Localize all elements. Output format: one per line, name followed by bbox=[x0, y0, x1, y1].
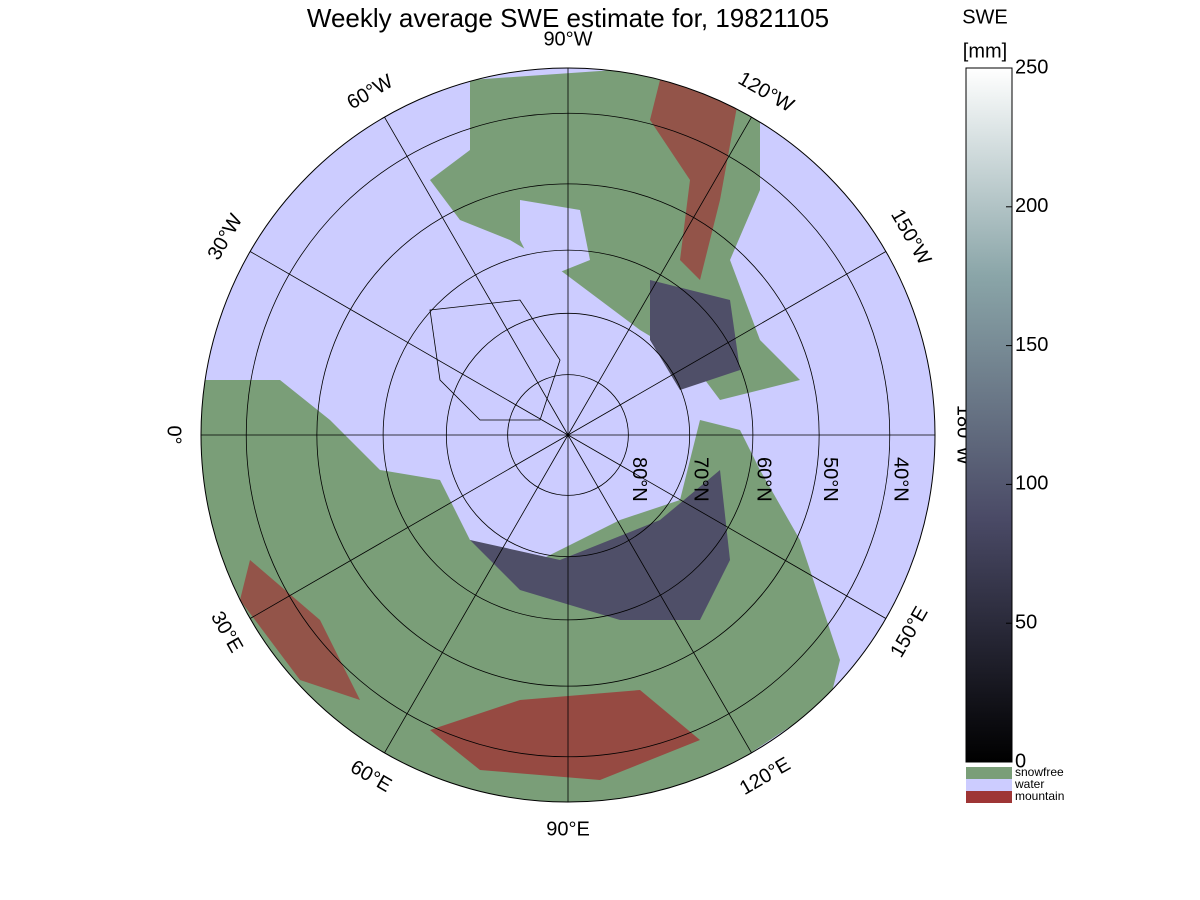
mountain-area bbox=[430, 690, 700, 780]
meridian bbox=[567, 434, 887, 619]
colorbar-tick-label: 50 bbox=[1015, 611, 1037, 633]
longitude-label: 90°W bbox=[543, 28, 592, 50]
longitude-label: 150°E bbox=[886, 603, 932, 661]
latitude-label: 40°N bbox=[889, 457, 911, 502]
longitude-label: 120°E bbox=[736, 753, 794, 799]
legend-label: mountain bbox=[1015, 789, 1064, 803]
snow-cover bbox=[650, 280, 740, 390]
colorbar-tick-label: 200 bbox=[1015, 195, 1048, 217]
colorbar-tick-label: 100 bbox=[1015, 473, 1048, 495]
meridian bbox=[249, 251, 569, 436]
longitude-label: 120°W bbox=[734, 68, 797, 117]
latitude-label: 80°N bbox=[628, 457, 650, 502]
colorbar-tick-label: 250 bbox=[1015, 56, 1048, 78]
map-border bbox=[200, 67, 936, 803]
longitude-label: 90°E bbox=[546, 818, 590, 840]
mountain-area bbox=[650, 80, 740, 280]
longitude-label: 0° bbox=[163, 425, 185, 444]
colorbar-tick-label: 0 bbox=[1015, 750, 1026, 772]
legend-swatch bbox=[966, 779, 1012, 791]
latitude-label: 50°N bbox=[819, 457, 841, 502]
longitude-label: 30°W bbox=[203, 210, 247, 264]
map: 80°N 70°N 60°N 50°N 40°N90°W120°W150°W180°W1… bbox=[163, 28, 975, 840]
meridian bbox=[567, 434, 752, 754]
colorbar-axis: 0 50 100 150 200 250 bbox=[1006, 56, 1048, 772]
eurasia bbox=[201, 380, 840, 802]
latitude-label: 70°N bbox=[689, 457, 711, 502]
latitude-label: 60°N bbox=[753, 457, 775, 502]
map-title: Weekly average SWE estimate for, 1982110… bbox=[307, 3, 829, 33]
longitude-label: 60°W bbox=[343, 70, 397, 114]
legend-label: water bbox=[1014, 777, 1044, 791]
meridian bbox=[384, 116, 569, 436]
colorbar bbox=[965, 67, 1013, 763]
meridian bbox=[249, 434, 569, 619]
legend-swatch bbox=[966, 791, 1012, 803]
longitude-label: 30°E bbox=[206, 608, 247, 657]
longitude-label: 150°W bbox=[886, 206, 935, 269]
colorbar-unit: [mm] bbox=[963, 40, 1007, 62]
snow-cover bbox=[470, 470, 730, 620]
colorbar-tick-label: 150 bbox=[1015, 334, 1048, 356]
meridian bbox=[567, 251, 887, 436]
meridian bbox=[384, 434, 569, 754]
hudson-bay bbox=[520, 200, 590, 280]
meridian bbox=[567, 116, 752, 436]
colorbar-title: SWE bbox=[962, 6, 1008, 28]
mountain-area bbox=[240, 560, 360, 700]
legend-label: snowfree bbox=[1015, 765, 1064, 779]
legend-swatch bbox=[966, 767, 1012, 779]
longitude-label: 60°E bbox=[346, 756, 395, 797]
